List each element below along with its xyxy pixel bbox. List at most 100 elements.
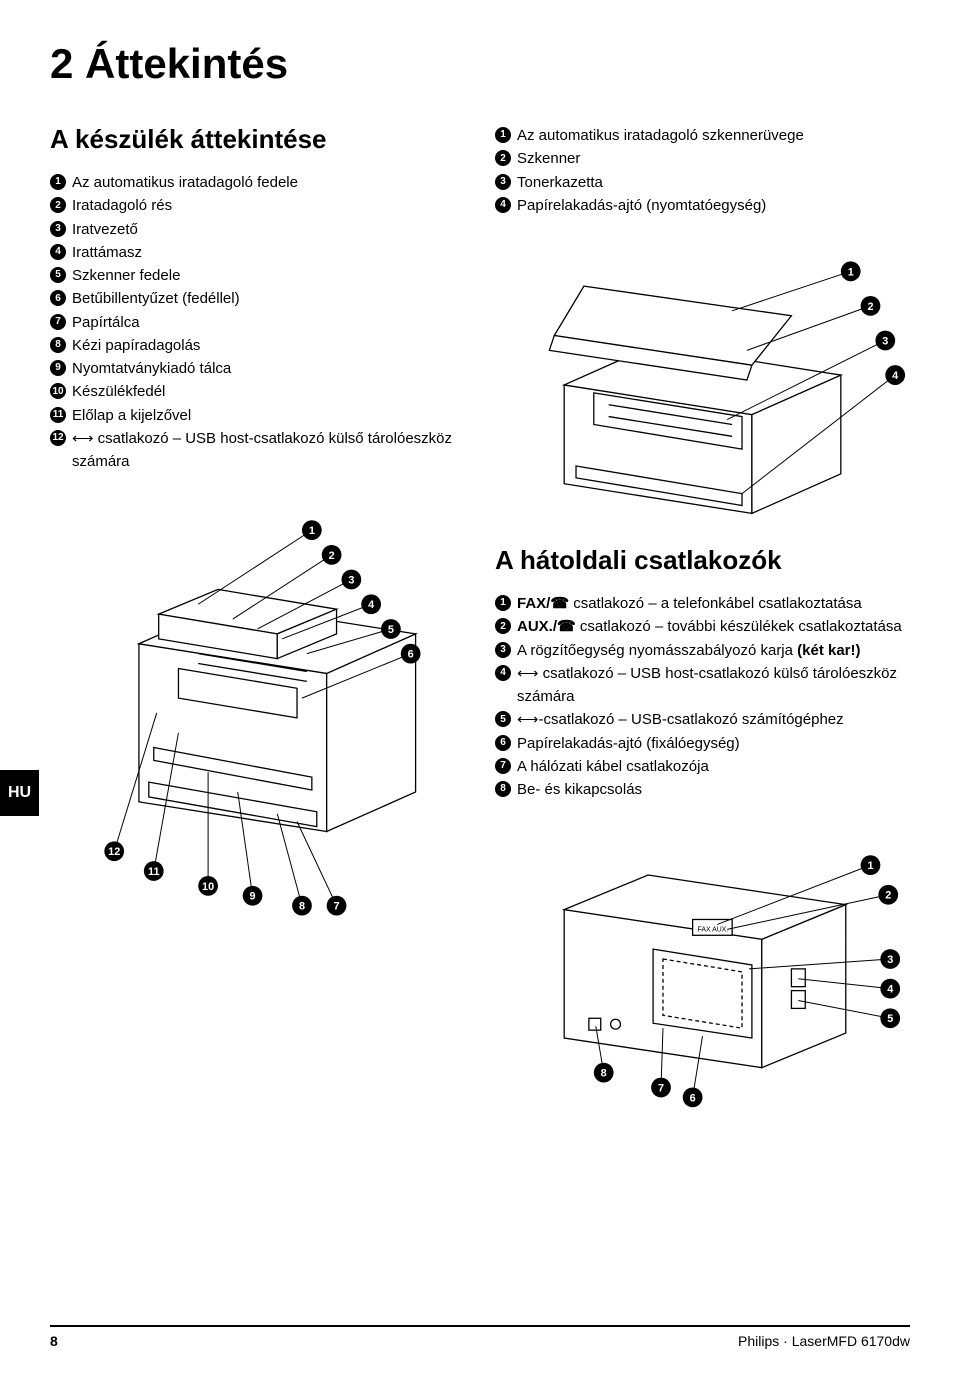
list-item: 3 A rögzítőegység nyomásszabályozó karja …: [495, 639, 910, 662]
item-number-badge: 3: [495, 174, 511, 190]
list-item: 1 Az automatikus iratadagoló fedele: [50, 171, 465, 194]
page-title: 2 Áttekintés: [50, 40, 910, 88]
item-number-badge: 7: [50, 314, 66, 330]
svg-text:2: 2: [329, 550, 335, 562]
item-text: Papírtálca: [72, 311, 140, 334]
list-item: 5⟷-csatlakozó – USB-csatlakozó számítógé…: [495, 708, 910, 731]
item-number-badge: 11: [50, 407, 66, 423]
list-item: 7 A hálózati kábel csatlakozója: [495, 755, 910, 778]
item-text: A rögzítőegység nyomásszabályozó karja (…: [517, 639, 861, 662]
list-item: 1FAX/☎ csatlakozó – a telefonkábel csatl…: [495, 592, 910, 615]
svg-text:4: 4: [887, 984, 893, 996]
list-item: 2 Szkenner: [495, 147, 910, 170]
svg-text:7: 7: [658, 1083, 664, 1095]
svg-text:8: 8: [299, 901, 305, 913]
list-item: 12 ⟷ csatlakozó – USB host-csatlakozó kül…: [50, 427, 465, 474]
page-number: 8: [50, 1333, 58, 1349]
item-text: Irattámasz: [72, 241, 142, 264]
svg-text:7: 7: [334, 901, 340, 913]
item-text: AUX./☎ csatlakozó – további készülékek c…: [517, 615, 902, 638]
col-right: 1 Az automatikus iratadagoló szkennerüveg…: [495, 124, 910, 1129]
item-number-badge: 8: [495, 781, 511, 797]
svg-text:3: 3: [887, 954, 893, 966]
item-text: Betűbillentyűzet (fedéllel): [72, 287, 240, 310]
svg-text:2: 2: [885, 890, 891, 902]
item-number-badge: 2: [495, 618, 511, 634]
righttop-item-list: 1 Az automatikus iratadagoló szkennerüveg…: [495, 124, 910, 217]
item-text: Az automatikus iratadagoló fedele: [72, 171, 298, 194]
item-number-badge: 1: [50, 174, 66, 190]
item-number-badge: 12: [50, 430, 66, 446]
item-number-badge: 6: [495, 735, 511, 751]
item-number-badge: 5: [50, 267, 66, 283]
item-text: Előlap a kijelzővel: [72, 404, 191, 427]
left-section-title: A készülék áttekintése: [50, 124, 465, 155]
svg-text:4: 4: [368, 599, 374, 611]
footer-product: Philips · LaserMFD 6170dw: [738, 1333, 910, 1349]
svg-text:11: 11: [148, 866, 159, 878]
svg-text:6: 6: [690, 1093, 696, 1105]
list-item: 2 Iratadagoló rés: [50, 194, 465, 217]
item-text: Készülékfedél: [72, 380, 165, 403]
item-number-badge: 10: [50, 383, 66, 399]
svg-text:1: 1: [867, 860, 873, 872]
item-number-badge: 4: [50, 244, 66, 260]
item-text: Az automatikus iratadagoló szkennerüvege: [517, 124, 804, 147]
svg-text:8: 8: [601, 1068, 607, 1080]
item-text: Papírelakadás-ajtó (fixálóegység): [517, 732, 740, 755]
item-number-badge: 7: [495, 758, 511, 774]
svg-text:FAX AUX.: FAX AUX.: [698, 927, 729, 934]
item-text: ⟷ csatlakozó – USB host-csatlakozó külső…: [72, 427, 465, 474]
item-number-badge: 2: [50, 197, 66, 213]
svg-text:3: 3: [882, 335, 888, 347]
item-text: Nyomtatványkiadó tálca: [72, 357, 231, 380]
item-text: Be- és kikapcsolás: [517, 778, 642, 801]
list-item: 9 Nyomtatványkiadó tálca: [50, 357, 465, 380]
illustration-rear: FAX AUX. 1 2 3 4 5 6 7 8: [495, 809, 910, 1109]
svg-text:1: 1: [848, 266, 854, 278]
item-number-badge: 3: [495, 642, 511, 658]
item-text: A hálózati kábel csatlakozója: [517, 755, 709, 778]
svg-text:2: 2: [867, 301, 873, 313]
svg-text:5: 5: [388, 624, 394, 636]
page-footer: 8 Philips · LaserMFD 6170dw: [50, 1325, 910, 1349]
svg-text:4: 4: [892, 370, 898, 382]
list-item: 11 Előlap a kijelzővel: [50, 404, 465, 427]
list-item: 2 AUX./☎ csatlakozó – további készülékek …: [495, 615, 910, 638]
list-item: 8 Be- és kikapcsolás: [495, 778, 910, 801]
item-text: Kézi papíradagolás: [72, 334, 200, 357]
item-text: Tonerkazetta: [517, 171, 603, 194]
item-number-badge: 3: [50, 221, 66, 237]
list-item: 6 Papírelakadás-ajtó (fixálóegység): [495, 732, 910, 755]
item-number-badge: 8: [50, 337, 66, 353]
list-item: 3 Tonerkazetta: [495, 171, 910, 194]
svg-text:1: 1: [309, 525, 315, 537]
item-number-badge: 9: [50, 360, 66, 376]
illustration-open: 1 2 3 4: [495, 225, 910, 535]
item-text: Szkenner fedele: [72, 264, 180, 287]
item-number-badge: 4: [495, 197, 511, 213]
item-number-badge: 2: [495, 150, 511, 166]
item-number-badge: 1: [495, 127, 511, 143]
list-item: 1 Az automatikus iratadagoló szkennerüveg…: [495, 124, 910, 147]
svg-text:3: 3: [348, 575, 354, 587]
item-text: ⟷ csatlakozó – USB host-csatlakozó külső…: [517, 662, 910, 709]
item-text: Iratadagoló rés: [72, 194, 172, 217]
svg-text:10: 10: [202, 881, 214, 893]
rear-section-title: A hátoldali csatlakozók: [495, 545, 910, 576]
list-item: 4 Irattámasz: [50, 241, 465, 264]
lang-tab: HU: [0, 770, 39, 816]
list-item: 4⟷ csatlakozó – USB host-csatlakozó küls…: [495, 662, 910, 709]
col-left: A készülék áttekintése 1 Az automatikus i…: [50, 124, 465, 1129]
item-number-badge: 5: [495, 711, 511, 727]
list-item: 5 Szkenner fedele: [50, 264, 465, 287]
item-text: Iratvezető: [72, 218, 138, 241]
rightbottom-item-list: 1FAX/☎ csatlakozó – a telefonkábel csatl…: [495, 592, 910, 801]
illustration-front: 123456789101112: [50, 493, 465, 923]
content-columns: A készülék áttekintése 1 Az automatikus i…: [50, 124, 910, 1129]
list-item: 10 Készülékfedél: [50, 380, 465, 403]
svg-text:5: 5: [887, 1013, 893, 1025]
list-item: 8 Kézi papíradagolás: [50, 334, 465, 357]
item-text: FAX/☎ csatlakozó – a telefonkábel csatla…: [517, 592, 862, 615]
item-text: Szkenner: [517, 147, 580, 170]
